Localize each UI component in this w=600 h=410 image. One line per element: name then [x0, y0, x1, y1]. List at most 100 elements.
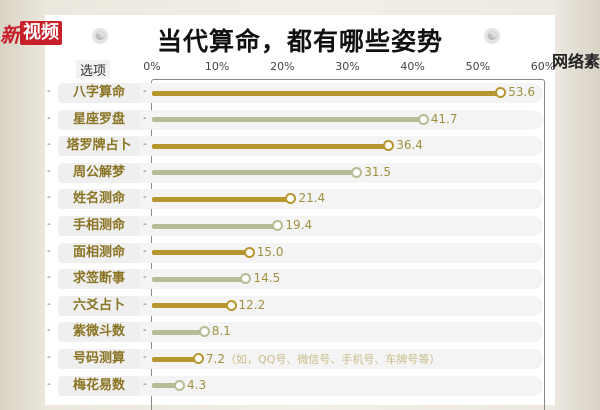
value-text: 15.0 — [256, 244, 284, 259]
x-tick-label: 50% — [465, 60, 491, 73]
bar-end-marker — [285, 193, 297, 205]
category-label: 周公解梦 — [58, 162, 140, 183]
yin-yang-icon: ☯ — [484, 28, 500, 44]
value-text: 12.2 — [238, 297, 266, 312]
value-label: 7.2（如，QQ号、微信号、手机号、车牌号等） — [206, 351, 440, 367]
value-label: 14.5 — [253, 271, 280, 285]
logo-text-b: 视频 — [20, 21, 62, 45]
value-text: 53.6 — [508, 85, 535, 99]
tick-mark: - — [47, 112, 51, 124]
value-text: 7.2 — [205, 352, 225, 366]
bar-end-marker — [225, 299, 237, 311]
bar — [152, 143, 390, 149]
news-logo: 新 视频 — [0, 20, 62, 47]
tick-mark: - — [143, 192, 147, 204]
bar — [152, 356, 199, 362]
bar-end-marker — [495, 87, 507, 98]
bar-end-marker — [272, 220, 284, 231]
row-background — [58, 242, 543, 263]
value-text: 36.4 — [396, 138, 423, 153]
tick-mark: - — [143, 139, 147, 151]
value-text: 19.4 — [285, 218, 313, 232]
tick-mark: - — [47, 325, 51, 337]
value-text: 31.5 — [364, 164, 391, 179]
x-tick-label: 60% — [530, 60, 556, 73]
tick-mark: - — [47, 219, 51, 230]
bar — [152, 276, 247, 282]
category-label: 塔罗牌占卜 — [58, 136, 140, 157]
row-background — [58, 269, 543, 290]
tick-mark: - — [47, 298, 51, 310]
value-label: 21.4 — [298, 191, 325, 205]
bar — [152, 196, 292, 202]
x-tick-label: 0% — [143, 60, 161, 73]
row-background — [58, 322, 543, 343]
value-label: 15.0 — [257, 245, 284, 259]
tick-mark: - — [47, 245, 51, 257]
bar-end-marker — [174, 379, 186, 391]
value-label: 4.3 — [187, 378, 206, 392]
tick-mark: - — [143, 219, 147, 230]
value-label: 41.7 — [431, 112, 458, 126]
bar — [152, 223, 279, 229]
value-label: 53.6 — [508, 85, 535, 99]
bar — [152, 170, 358, 176]
tick-mark: - — [143, 325, 147, 337]
tick-mark: - — [143, 352, 147, 363]
tick-mark: - — [47, 378, 51, 390]
yin-yang-icon: ☯ — [92, 28, 108, 44]
value-label: 12.2 — [239, 298, 266, 312]
tick-mark: - — [143, 272, 147, 284]
bar-end-marker — [351, 166, 363, 178]
value-text: 4.3 — [187, 377, 207, 392]
bar — [152, 303, 232, 309]
value-label: 36.4 — [396, 138, 423, 152]
bar — [152, 383, 181, 389]
annotation: （如，QQ号、微信号、手机号、车牌号等） — [225, 353, 441, 366]
category-label: 面相测命 — [58, 242, 140, 263]
tick-mark: - — [143, 86, 147, 97]
tick-mark: - — [47, 272, 51, 284]
bar — [152, 329, 205, 335]
category-label: 求签断事 — [58, 269, 140, 290]
tick-mark: - — [143, 298, 147, 310]
chart-title: 当代算命，都有哪些姿势 — [156, 27, 443, 56]
x-tick-label: 30% — [335, 60, 360, 73]
bar-end-marker — [383, 140, 395, 152]
value-label: 31.5 — [364, 165, 391, 179]
tick-mark: - — [143, 165, 147, 177]
bar — [152, 117, 424, 123]
category-label: 八字算命 — [58, 83, 140, 103]
watermark: 网络素 — [551, 52, 600, 71]
tick-mark: - — [47, 352, 51, 363]
value-label: 19.4 — [285, 218, 312, 232]
x-tick-label: 20% — [270, 60, 295, 73]
value-text: 21.4 — [298, 191, 326, 206]
value-label: 8.1 — [212, 324, 231, 338]
category-label: 梅花易数 — [58, 375, 140, 396]
category-label: 星座罗盘 — [58, 109, 140, 130]
logo-text-a: 新 — [0, 22, 20, 47]
bar-end-marker — [243, 246, 255, 258]
x-tick-label: 10% — [204, 60, 230, 73]
category-label: 姓名测命 — [58, 189, 140, 210]
category-label: 号码测算 — [58, 349, 140, 369]
tick-mark: - — [47, 139, 51, 151]
category-header: 选项 — [76, 60, 111, 79]
tick-mark: - — [47, 192, 51, 204]
bar-end-marker — [192, 353, 204, 364]
value-text: 8.1 — [211, 324, 231, 339]
category-label: 六爻占卜 — [58, 295, 140, 316]
tick-mark: - — [143, 245, 147, 257]
value-text: 41.7 — [430, 111, 458, 126]
bar — [152, 90, 502, 96]
tick-mark: - — [47, 86, 51, 97]
bar-end-marker — [417, 113, 429, 125]
tick-mark: - — [47, 165, 51, 177]
value-text: 14.5 — [253, 271, 281, 286]
row-background — [58, 216, 543, 236]
bar-end-marker — [240, 273, 252, 285]
row-background — [58, 189, 543, 210]
row-background — [58, 349, 543, 369]
category-label: 手相测命 — [58, 216, 140, 236]
